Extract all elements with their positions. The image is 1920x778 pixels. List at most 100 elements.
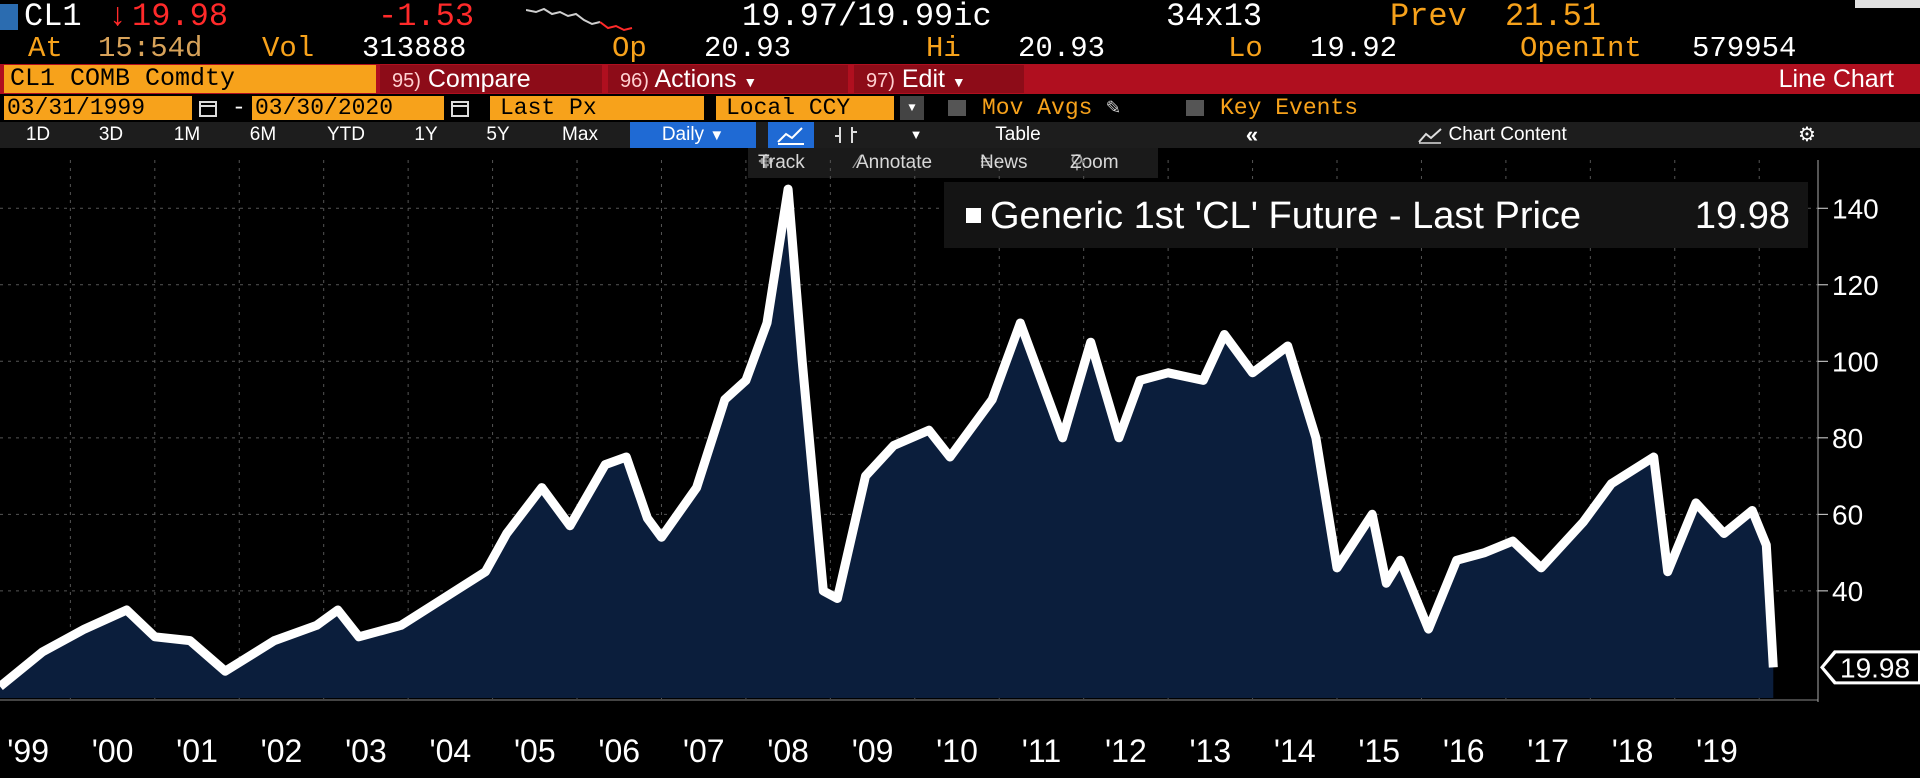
x-tick-label: '07 bbox=[683, 733, 725, 769]
open-label: Op bbox=[612, 32, 647, 65]
bid-ask-size: 34x13 bbox=[1166, 0, 1263, 35]
x-tick-label: '12 bbox=[1105, 733, 1147, 769]
hi-value: 20.93 bbox=[1018, 32, 1106, 65]
period-max[interactable]: Max bbox=[562, 124, 598, 145]
pencil-icon: ✎ bbox=[1106, 95, 1121, 121]
last-price: 19.98 bbox=[132, 0, 229, 35]
checkbox-icon bbox=[1186, 99, 1204, 116]
y-tick-label: 60 bbox=[1832, 499, 1863, 530]
x-tick-label: '14 bbox=[1274, 733, 1316, 769]
legend: Generic 1st 'CL' Future - Last Price 19.… bbox=[944, 182, 1808, 248]
x-tick-label: '05 bbox=[514, 733, 556, 769]
edit-button[interactable]: 97) Edit ▼ bbox=[854, 65, 1024, 93]
period-ytd[interactable]: YTD bbox=[327, 124, 365, 145]
x-tick-label: '00 bbox=[92, 733, 134, 769]
date-range-row: 03/31/1999 - 03/30/2020 Last Px Local CC… bbox=[0, 94, 1920, 122]
x-tick-label: '17 bbox=[1527, 733, 1569, 769]
key-events-toggle[interactable]: Key Events bbox=[1186, 96, 1358, 120]
date-separator: - bbox=[232, 95, 246, 121]
x-axis: '99 '00 '01 '02 '03 '04 '05 '06 '07 '08 '09 '10 '11 '… bbox=[0, 699, 1818, 769]
caret-down-icon: ▼ bbox=[951, 74, 966, 90]
price-area bbox=[0, 189, 1774, 698]
legend-value: 19.98 bbox=[1695, 195, 1790, 237]
mov-avgs-toggle[interactable]: Mov Avgs ✎ bbox=[948, 96, 1120, 120]
period-6m[interactable]: 6M bbox=[249, 124, 277, 145]
currency-caret-icon[interactable]: ▼ bbox=[900, 96, 924, 120]
currency-select[interactable]: Local CCY bbox=[716, 96, 894, 120]
ticker[interactable]: CL1 bbox=[24, 0, 82, 35]
sparkline-icon bbox=[525, 6, 636, 32]
last-price-tag: 19.98 bbox=[1820, 650, 1920, 685]
last-price-tag-inner bbox=[1824, 653, 1918, 682]
view-title: Line Chart bbox=[1778, 65, 1894, 93]
compare-button[interactable]: 95) Compare bbox=[380, 65, 602, 93]
lo-label: Lo bbox=[1228, 32, 1263, 65]
frequency-select[interactable]: Daily ▼ bbox=[630, 122, 756, 148]
calendar-icon[interactable] bbox=[450, 96, 472, 120]
settings-gear-icon[interactable]: ⚙ bbox=[1798, 124, 1816, 146]
end-date-field[interactable]: 03/30/2020 bbox=[252, 96, 444, 120]
x-tick-label: '08 bbox=[767, 733, 809, 769]
pen-icon: ∕ bbox=[856, 152, 860, 173]
crosshair-icon: ✥ bbox=[758, 152, 774, 173]
openint-value: 579954 bbox=[1692, 32, 1797, 65]
ticker-marker bbox=[0, 4, 18, 30]
open-value: 20.93 bbox=[704, 32, 792, 65]
period-toolbar: 1D 3D 1M 6M YTD 1Y 5Y Max Daily ▼ ▼ Tabl… bbox=[0, 122, 1920, 148]
chart-content-icon bbox=[1417, 124, 1443, 145]
caret-down-icon: ▼ bbox=[743, 74, 758, 90]
x-tick-label: '16 bbox=[1443, 733, 1485, 769]
legend-box bbox=[944, 182, 1808, 248]
x-tick-label: '06 bbox=[598, 733, 640, 769]
y-tick-label: 40 bbox=[1832, 576, 1863, 607]
collapse-icon[interactable]: « bbox=[1245, 122, 1259, 147]
y-tick-label: 120 bbox=[1832, 270, 1879, 301]
security-field[interactable]: CL1 COMB Comdty bbox=[4, 65, 376, 93]
y-tick-label: 100 bbox=[1832, 346, 1879, 377]
chart-content-button[interactable]: Chart Content bbox=[1372, 122, 1612, 148]
bid-ask: 19.97/19.99ic bbox=[742, 0, 992, 35]
prev-value: 21.51 bbox=[1505, 0, 1602, 35]
legend-label: Generic 1st 'CL' Future - Last Price bbox=[990, 195, 1581, 237]
chart-type-caret-icon[interactable]: ▼ bbox=[909, 127, 923, 142]
period-1d[interactable]: 1D bbox=[25, 124, 51, 145]
openint-label: OpenInt bbox=[1520, 32, 1642, 65]
caret-down-icon: ▼ bbox=[709, 127, 725, 144]
quote-stats-row: At 15:54d Vol 313888 Op 20.93 Hi 20.93 L… bbox=[0, 34, 1920, 64]
corner-box bbox=[1855, 0, 1920, 8]
checkbox-icon bbox=[948, 99, 966, 116]
x-tick-label: '02 bbox=[261, 733, 303, 769]
field-select[interactable]: Last Px bbox=[490, 96, 704, 120]
x-tick-label: '11 bbox=[1022, 733, 1061, 769]
period-1m[interactable]: 1M bbox=[173, 124, 201, 145]
x-tick-label: '04 bbox=[430, 733, 472, 769]
x-tick-label: '01 bbox=[176, 733, 218, 769]
down-arrow-icon: ↓ bbox=[108, 0, 128, 35]
hi-label: Hi bbox=[926, 32, 961, 65]
period-5y[interactable]: 5Y bbox=[486, 124, 510, 145]
period-1y[interactable]: 1Y bbox=[414, 124, 438, 145]
x-tick-label: '18 bbox=[1612, 733, 1654, 769]
x-tick-label: '03 bbox=[345, 733, 387, 769]
start-date-field[interactable]: 03/31/1999 bbox=[4, 96, 192, 120]
command-bar: CL1 COMB Comdty 95) Compare 96) Actions … bbox=[0, 64, 1920, 94]
table-button[interactable]: Table bbox=[995, 124, 1041, 145]
x-tick-label: '15 bbox=[1358, 733, 1400, 769]
actions-button[interactable]: 96) Actions ▼ bbox=[608, 65, 848, 93]
bar-chart-icon[interactable] bbox=[826, 122, 866, 148]
y-axis: 40 60 80 100 120 140 bbox=[1817, 160, 1879, 702]
price-chart[interactable]: '99 '00 '01 '02 '03 '04 '05 '06 '07 '08 '09 '10 '11 '… bbox=[0, 150, 1920, 778]
price-change: -1.53 bbox=[378, 0, 475, 35]
x-tick-label: '19 bbox=[1696, 733, 1738, 769]
quote-header-row: CL1 ↓ 19.98 -1.53 19.97/19.99ic 34x13 Pr… bbox=[0, 0, 1920, 34]
last-price-tag-text: 19.98 bbox=[1840, 652, 1910, 683]
x-tick-label: '99 bbox=[7, 733, 49, 769]
prev-label: Prev bbox=[1390, 0, 1467, 35]
calendar-icon[interactable] bbox=[198, 96, 220, 120]
x-tick-label: '10 bbox=[936, 733, 978, 769]
period-3d[interactable]: 3D bbox=[98, 124, 124, 145]
magnifier-icon: ⚲ bbox=[1070, 152, 1084, 173]
line-chart-icon[interactable] bbox=[768, 122, 814, 148]
y-tick-label: 80 bbox=[1832, 423, 1863, 454]
legend-swatch bbox=[966, 208, 981, 223]
